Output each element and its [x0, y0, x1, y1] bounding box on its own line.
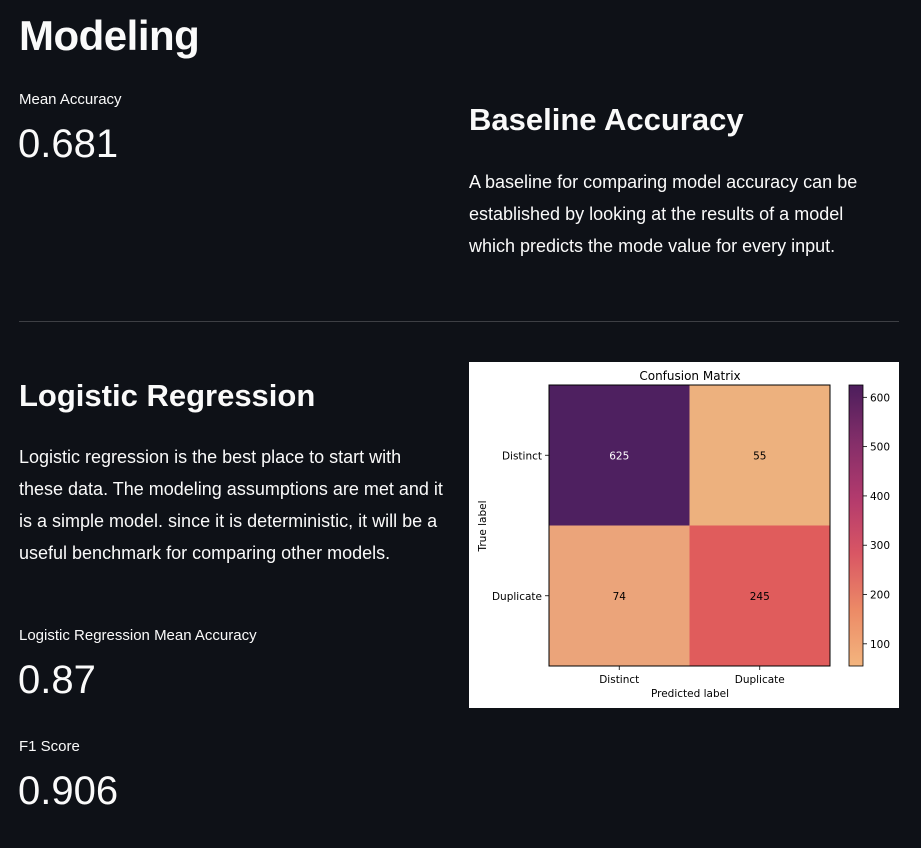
x-tick-label: Distinct — [599, 674, 639, 686]
page-title: Modeling — [19, 12, 200, 59]
baseline-accuracy-paragraph: A baseline for comparing model accuracy … — [469, 172, 858, 256]
matrix-cell — [549, 525, 690, 666]
cell-value-label: 74 — [613, 591, 627, 603]
section-divider — [19, 321, 899, 322]
cell-value-label: 55 — [753, 450, 766, 462]
mean-accuracy-value: 0.681 — [18, 122, 119, 166]
cell-value-label: 625 — [609, 450, 629, 462]
baseline-accuracy-heading: Baseline Accuracy — [469, 102, 744, 137]
logreg-mean-accuracy-value: 0.87 — [18, 658, 96, 702]
matrix-frame — [548, 384, 831, 667]
colorbar-tick-label: 300 — [870, 540, 890, 552]
f1-score-label: F1 Score — [19, 738, 80, 755]
colorbar-tick-label: 600 — [870, 392, 890, 404]
y-tick-label: Duplicate — [492, 591, 542, 603]
colorbar — [848, 384, 864, 667]
confusion-matrix-chart: Confusion Matrix 625 55 74 245 Distinct Dupl… — [469, 362, 899, 708]
y-axis-label: True label — [477, 500, 489, 552]
colorbar-tick-label: 500 — [870, 442, 890, 454]
matrix-cell — [689, 525, 830, 666]
f1-score-value: 0.906 — [18, 769, 119, 813]
matrix-cell — [549, 385, 690, 526]
confusion-matrix-svg: Confusion Matrix 625 55 74 245 Distinct Dupl… — [477, 369, 890, 700]
logistic-regression-heading: Logistic Regression — [19, 378, 316, 413]
y-tick-label: Distinct — [502, 450, 542, 462]
colorbar-tick-label: 400 — [870, 491, 890, 503]
chart-title: Confusion Matrix — [639, 369, 740, 383]
x-tick-label: Duplicate — [735, 674, 785, 686]
matrix-cell — [689, 385, 830, 526]
x-axis-label: Predicted label — [651, 688, 729, 700]
cell-value-label: 245 — [750, 591, 770, 603]
logistic-regression-paragraph: Logistic regression is the best place to… — [19, 447, 443, 563]
logreg-mean-accuracy-label: Logistic Regression Mean Accuracy — [19, 627, 257, 644]
colorbar-tick-label: 100 — [870, 639, 890, 651]
mean-accuracy-label: Mean Accuracy — [19, 91, 122, 108]
colorbar-tick-label: 200 — [870, 590, 890, 602]
